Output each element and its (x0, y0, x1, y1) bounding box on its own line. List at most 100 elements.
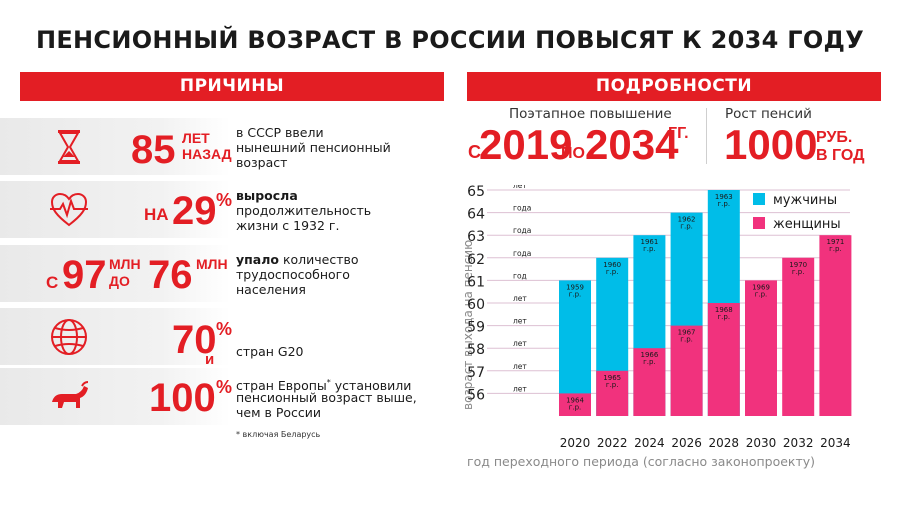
retirement-age-chart: 56 лет 57 лет 58 лет 59 лет 60 лет 61 год 62 года 63 го… (467, 185, 852, 450)
y-tick-label: 64 (467, 207, 485, 223)
heartbeat-icon (50, 192, 88, 227)
reason-row-5: 100 % стран Европы* установили пенсионны… (0, 368, 448, 425)
row1-desc-l3: возраст (236, 155, 288, 170)
row-band (0, 181, 230, 238)
prefix-s: С (46, 273, 59, 292)
prefix-from: С (468, 142, 481, 162)
bar-label-men-sub: г.р. (606, 268, 619, 276)
row2-desc-l2: продолжительность (236, 203, 372, 218)
y-tick-suffix: года (513, 204, 531, 213)
y-tick-suffix: года (513, 226, 531, 235)
bar-label-men-sub: г.р. (569, 290, 582, 298)
value-97: 97 (62, 253, 107, 297)
bar-label-women: 1966 (640, 351, 658, 359)
bar-women (670, 325, 703, 416)
globe-icon (51, 319, 87, 355)
bar-label-women-sub: г.р. (718, 313, 731, 321)
prefix-na: НА (144, 205, 169, 224)
bar-label-men: 1963 (715, 193, 733, 201)
pension-unit-bottom: В ГОД (816, 147, 865, 164)
unit-ago: НАЗАД (182, 146, 232, 162)
y-tick-suffix: лет (513, 362, 527, 371)
row2-desc-bold: выросла (236, 188, 298, 203)
legend-swatch-women (753, 217, 765, 229)
bar-women (707, 303, 740, 416)
details-divider (706, 108, 707, 164)
reasons-banner: ПРИЧИНЫ (20, 72, 444, 101)
bar-label-women: 1967 (678, 329, 696, 337)
unit-mln-2: МЛН (196, 256, 228, 272)
details-banner: ПОДРОБНОСТИ (467, 72, 881, 101)
y-tick-label: 59 (467, 320, 485, 336)
x-tick-label: 2026 (671, 436, 702, 450)
x-tick-label: 2028 (709, 436, 740, 450)
bar-label-women: 1968 (715, 306, 733, 314)
row1-desc-l2: нынешний пенсионный (236, 140, 391, 155)
row2-desc-l3: жизни с 1932 г. (236, 218, 340, 233)
y-tick-label: 60 (467, 297, 485, 313)
bar-label-women-sub: г.р. (755, 290, 768, 298)
reason-row-4: 70 % и стран G20 (0, 308, 448, 368)
bar-women (559, 393, 591, 416)
row3-desc-l2: трудоспособного (236, 267, 350, 282)
legend-label-men: мужчины (773, 193, 837, 208)
percent-70: % (216, 319, 233, 339)
x-tick-label: 2020 (560, 436, 591, 450)
bar-label-women-sub: г.р. (606, 381, 619, 389)
bar-label-women: 1970 (789, 261, 807, 269)
y-tick-suffix: лет (513, 317, 527, 326)
bar-women (633, 348, 666, 416)
bar-women (596, 370, 629, 416)
bar-label-women-sub: г.р. (792, 268, 805, 276)
y-tick-label: 61 (467, 274, 485, 290)
y-tick-suffix: лет (513, 185, 527, 190)
value-70: 70 (172, 318, 217, 362)
bar-women (745, 280, 777, 416)
row3-desc-rest: количество (278, 252, 359, 267)
bar-label-men: 1959 (566, 283, 584, 291)
reason-row-3: С 97 МЛН ДО 76 МЛН упало количество труд… (0, 245, 448, 302)
percent-100: % (216, 377, 233, 397)
row5-desc-l1: стран Европы* установили (236, 375, 411, 393)
hourglass-icon (58, 130, 80, 164)
x-tick-label: 2034 (820, 436, 851, 450)
row-band (0, 368, 230, 425)
y-tick-label: 58 (467, 342, 485, 358)
year-from: 2019 (479, 121, 573, 168)
value-85: 85 (131, 128, 176, 172)
y-tick-label: 65 (467, 185, 485, 200)
row5-desc-l2: пенсионный возраст выше, (236, 390, 417, 405)
bar-label-men-sub: г.р. (643, 245, 656, 253)
bar-label-women-sub: г.р. (643, 358, 656, 366)
prefix-to: ПО (561, 145, 585, 162)
bar-label-women-sub: г.р. (829, 245, 842, 253)
bar-label-women-sub: г.р. (569, 403, 582, 411)
bar-label-men: 1960 (603, 261, 621, 269)
bar-label-women: 1971 (826, 238, 844, 246)
row1-desc-l1: в СССР ввели (236, 125, 324, 140)
row5-desc-l3: чем в России (236, 405, 321, 420)
x-tick-label: 2022 (597, 436, 628, 450)
bar-label-men-sub: г.р. (680, 223, 693, 231)
stepwise-label: Поэтапное повышение (509, 106, 672, 122)
row3-desc-bold: упало (236, 252, 279, 267)
x-tick-label: 2032 (783, 436, 814, 450)
title-strong: К 2034 ГОДУ (682, 26, 865, 54)
mid-do: ДО (109, 273, 130, 289)
bar-label-women: 1964 (566, 396, 584, 404)
bar-women (782, 257, 815, 416)
y-tick-suffix: лет (513, 294, 527, 303)
row5-desc-rest: установили (330, 378, 412, 394)
x-tick-label: 2030 (746, 436, 777, 450)
value-100: 100 (149, 376, 216, 420)
bar-label-women-sub: г.р. (680, 336, 693, 344)
year-to: 2034 (585, 121, 679, 168)
value-76: 76 (148, 253, 193, 297)
conj-and: и (205, 351, 215, 368)
row5-star: * (326, 378, 331, 387)
reason-row-2: НА 29 % выросла продолжительность жизни … (0, 181, 448, 238)
pension-unit-top: РУБ. (816, 129, 853, 146)
y-tick-label: 62 (467, 252, 485, 268)
y-tick-suffix: лет (513, 339, 527, 348)
row-band (0, 308, 230, 365)
